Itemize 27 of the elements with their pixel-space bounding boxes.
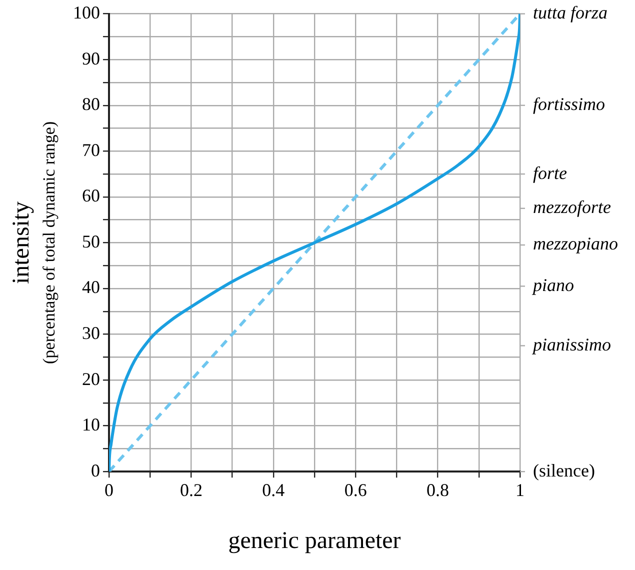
y-tick-label: 40 — [82, 277, 100, 298]
y-tick-label: 20 — [82, 368, 100, 389]
ref-line-label: pianissimo — [531, 334, 612, 354]
x-tick-label: 0.2 — [180, 480, 202, 500]
y-tick-label: 80 — [82, 94, 100, 114]
x-axis-title: generic parameter — [228, 528, 401, 554]
x-tick-label: 0.8 — [426, 480, 450, 500]
y-tick-label: 30 — [82, 322, 100, 343]
x-tick-label: 0.4 — [262, 480, 285, 500]
ref-line-label: fortissimo — [533, 94, 606, 114]
y-tick-label: 90 — [82, 48, 100, 68]
x-tick-label: 0.6 — [344, 480, 367, 500]
x-tick-label: 0 — [104, 480, 114, 500]
y-tick-label: 0 — [91, 460, 100, 480]
ref-line-label: mezzopiano — [533, 234, 618, 254]
y-tick-label: 100 — [73, 2, 100, 23]
y-tick-label: 50 — [82, 231, 100, 252]
y-axis-title: intensity (percentage of total dynamic range) — [8, 121, 58, 364]
ref-line-label: piano — [531, 274, 574, 295]
x-tick-label: 1 — [516, 480, 524, 500]
ref-line-label: forte — [533, 162, 568, 183]
ref-line-label: (silence) — [533, 460, 595, 480]
y-tick-label: 10 — [82, 414, 100, 435]
ref-line-label: tutta forza — [533, 2, 608, 23]
y-tick-label: 70 — [82, 140, 100, 160]
y-tick-label: 60 — [82, 186, 100, 206]
ref-line-label: mezzoforte — [533, 197, 612, 218]
